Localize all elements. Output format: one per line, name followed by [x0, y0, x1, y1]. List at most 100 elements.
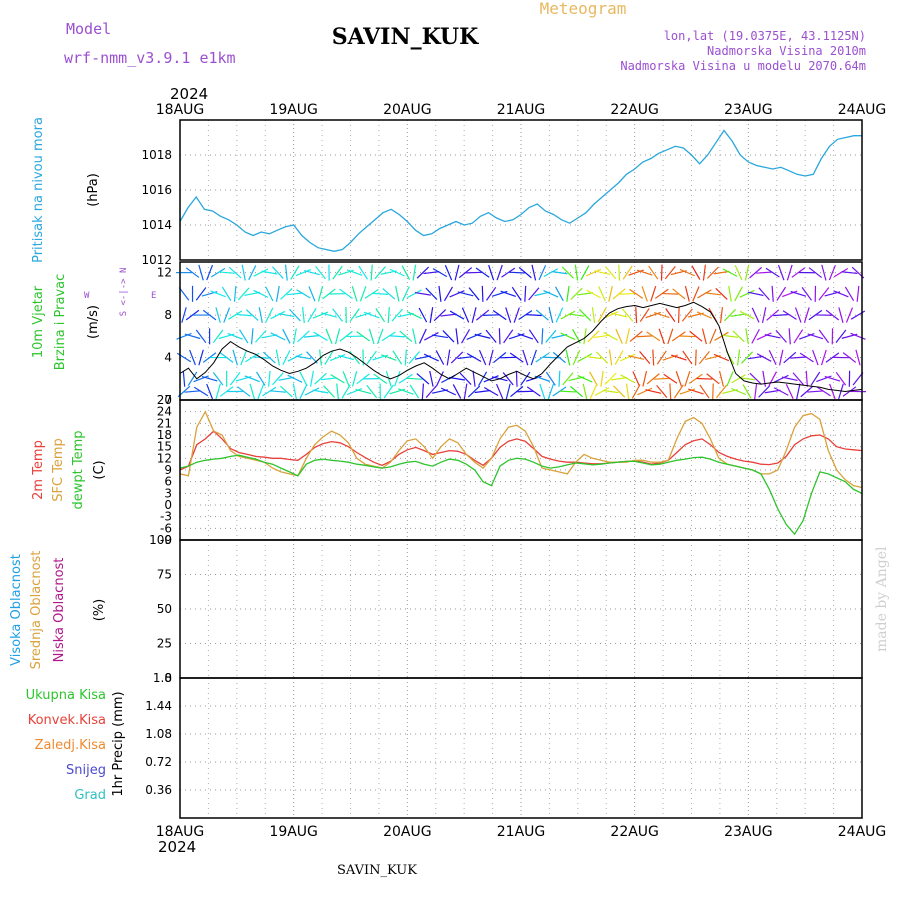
wind-arrow: [502, 372, 514, 386]
wind-arrow: [466, 271, 483, 274]
wind-arrow: [618, 264, 621, 281]
date-label-top: 20AUG: [383, 102, 432, 118]
wind-arrow: [696, 377, 713, 380]
wind-arrow: [810, 371, 821, 386]
wind-arrow: [528, 287, 540, 301]
wind-arrow: [603, 331, 618, 341]
mid-cloud-axis-label: Srednja Oblacnost: [29, 551, 44, 670]
wind-arrow: [562, 372, 574, 386]
wind-arrow: [778, 349, 784, 366]
wind-arrow: [756, 353, 772, 362]
date-label-bottom: 18AUG: [156, 824, 205, 840]
wind-arrow: [702, 264, 707, 281]
wind-arrow: [682, 350, 693, 365]
wind-arrow: [219, 352, 234, 363]
wind-arrow: [254, 329, 267, 343]
compass-e: E: [151, 291, 156, 301]
wind-arrow: [604, 372, 617, 385]
wind-arrow: [253, 268, 269, 277]
wind-arrow: [511, 286, 522, 301]
wind-arrow: [561, 266, 575, 279]
wind-arrow: [268, 370, 271, 387]
date-label-top: 21AUG: [497, 102, 546, 118]
wind-arrow: [425, 385, 438, 398]
wind-arrow: [782, 310, 797, 320]
wind-arrow: [833, 267, 849, 278]
wind-arrow: [796, 383, 801, 400]
wind-arrow: [679, 335, 696, 338]
wind-arrow: [401, 265, 411, 280]
wind-arrow: [635, 307, 638, 324]
wind-arrow: [799, 352, 814, 363]
wind-arrow: [637, 387, 653, 396]
low-cloud-axis-label: Niska Oblacnost: [52, 558, 67, 663]
wind-arrow: [449, 376, 466, 381]
wind-arrow: [800, 385, 814, 398]
wind-arrow: [552, 351, 566, 364]
wind-arrow: [560, 310, 576, 320]
wind-arrow: [485, 329, 497, 343]
wind-arrow: [706, 266, 719, 279]
wind-arrow: [855, 349, 861, 366]
legend-frozen-precip: Zaledj.Kisa: [35, 738, 106, 753]
wind-arrow: [653, 377, 670, 380]
wind-arrow: [373, 373, 388, 384]
wind-arrow: [248, 265, 257, 281]
wind-tick-label: 4: [164, 351, 172, 365]
wind-arrow: [184, 390, 201, 393]
wind-arrow: [299, 371, 308, 387]
wind-arrow: [212, 372, 224, 386]
wind-arrow: [370, 264, 373, 281]
wind-arrow: [450, 351, 464, 364]
wind-arrow: [359, 286, 367, 302]
wind-arrow: [669, 383, 672, 400]
wind-arrow: [195, 287, 207, 301]
wind-arrow: [522, 349, 529, 366]
wind-arrow: [613, 385, 626, 398]
wind-arrow: [785, 384, 794, 400]
wind-arrow: [856, 285, 860, 302]
wind-arrow: [478, 371, 488, 386]
wind-arrow: [697, 289, 712, 299]
wind-arrow: [761, 307, 767, 324]
wind-arrow: [801, 287, 812, 301]
wind-tick-label: 8: [164, 308, 172, 322]
wind-arrow: [783, 351, 797, 364]
wind-arrow: [459, 372, 472, 385]
wind-arrow: [611, 312, 628, 318]
wind-arrow: [577, 353, 593, 362]
wind-arrow: [418, 328, 427, 344]
wind-arrow: [381, 331, 396, 342]
wind-arrow: [253, 289, 269, 298]
wind-arrow: [570, 287, 583, 300]
wind-arrow: [773, 313, 790, 317]
wind-arrow: [632, 371, 640, 387]
wind-arrow: [292, 383, 298, 400]
wind-arrow: [799, 333, 815, 340]
wind-arrow: [488, 264, 495, 281]
wind-arrow: [758, 287, 770, 301]
wind-arrow: [398, 373, 413, 384]
wind-arrow: [816, 375, 832, 383]
wind-arrow: [244, 375, 260, 383]
wind-arrow: [807, 333, 824, 340]
pressure-axis-label: Pritisak na nivou mora: [31, 117, 46, 263]
wind-arrow: [824, 375, 841, 382]
wind-arrow: [548, 307, 554, 324]
wind-arrow: [768, 371, 777, 387]
wind-arrow: [351, 286, 358, 302]
wind-arrow: [176, 332, 192, 340]
wind-arrow: [515, 370, 518, 387]
wind-arrow: [560, 332, 576, 341]
wind-arrow: [198, 264, 204, 281]
wind-arrow: [486, 286, 497, 301]
temperature-tick-label: 9: [164, 463, 172, 477]
wind-arrow: [641, 286, 648, 302]
wind-arrow: [398, 388, 414, 395]
wind-arrow: [501, 267, 516, 278]
wind-unit: (m/s): [86, 305, 101, 339]
wind-arrow: [412, 328, 417, 345]
wind-arrow: [481, 285, 484, 302]
wind-arrow: [406, 377, 423, 380]
date-label-top: 19AUG: [269, 102, 318, 118]
